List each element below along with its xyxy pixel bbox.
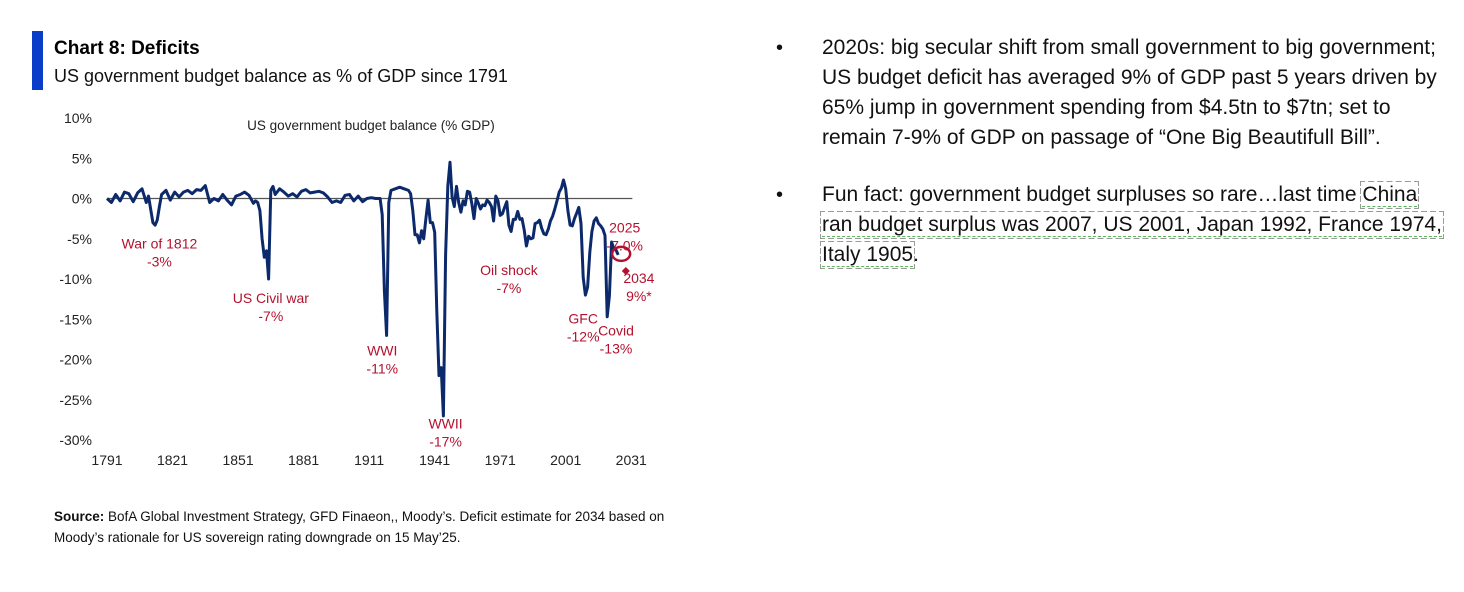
x-tick-label: 1941 [419,452,450,468]
y-tick-label: -15% [59,311,92,327]
commentary-panel: • 2020s: big secular shift from small go… [770,33,1450,297]
x-tick-label: 1971 [485,452,516,468]
event-annotation: 2025 -7.0% [606,219,643,253]
x-tick-label: 1821 [157,452,188,468]
annotation-line: Oil shock [480,262,539,278]
source-label: Source: [54,509,105,524]
event-annotation: US Civil war -7% [233,290,310,324]
y-tick-label: -20% [59,352,92,368]
y-tick-label: 10% [64,110,92,126]
annotation-line: Covid [598,322,634,338]
chart-subtitle: US government budget balance as % of GDP… [54,66,508,86]
event-annotation: WWII -17% [428,416,462,450]
x-tick-label: 1851 [222,452,253,468]
bullet-text-tail: . [913,243,919,266]
projection-marker-2034 [621,266,630,275]
y-tick-label: -10% [59,271,92,287]
annotation-line: -7% [496,280,521,296]
y-tick-label: 0% [72,191,92,207]
bullet-text-lead: Fun fact: government budget surpluses so… [822,183,1363,206]
series-line [105,160,620,418]
x-tick-label: 2031 [616,452,647,468]
title-accent-bar [32,31,43,90]
annotation-line: -11% [366,360,398,376]
y-tick-label: -30% [59,432,92,448]
x-tick-label: 2001 [550,452,581,468]
annotation-line: 9%* [626,288,652,304]
event-annotation: GFC -12% [567,310,600,344]
bullet-text: 2020s: big secular shift from small gove… [822,36,1437,149]
annotation-line: 2034 [623,270,654,286]
bullet-item: • 2020s: big secular shift from small go… [770,33,1450,153]
event-annotation: Covid -13% [598,322,634,356]
annotation-line: US Civil war [233,290,310,306]
x-tick-label: 1911 [354,452,384,468]
source-note: Source: BofA Global Investment Strategy,… [54,506,714,548]
bullet-dot-icon: • [776,184,784,206]
annotation-line: WWII [428,416,462,432]
highlighted-text: China ran budget surplus was 2007, US 20… [820,181,1444,269]
chart-title: Chart 8: Deficits [54,38,200,59]
y-tick-label: -25% [59,392,92,408]
bullet-dot-icon: • [776,37,784,59]
annotation-line: -7.0% [606,237,643,253]
annotation-line: -3% [147,253,172,269]
source-text: BofA Global Investment Strategy, GFD Fin… [54,509,665,545]
annotation-line: -7% [258,308,283,324]
event-annotation: 2034 9%* [623,270,654,304]
annotation-line: -12% [567,328,600,344]
annotation-line: -13% [600,340,633,356]
bullet-item: • Fun fact: government budget surpluses … [770,180,1450,270]
annotation-line: WWI [367,342,397,358]
y-tick-label: -5% [67,231,92,247]
event-annotation: WWI -11% [366,342,398,376]
chart-panel: Chart 8: Deficits US government budget b… [32,31,714,548]
event-annotation: War of 1812 -3% [122,235,198,269]
annotation-line: 2025 [609,219,640,235]
annotation-line: -17% [429,434,462,450]
deficit-line-chart: US government budget balance (% GDP) 10% 5… [59,110,654,468]
highlight-circle-2025 [610,245,632,263]
x-tick-label: 1791 [91,452,122,468]
annotation-line: War of 1812 [122,235,198,251]
x-tick-label: 1881 [288,452,319,468]
annotation-line: GFC [568,310,598,326]
event-annotation: Oil shock -7% [480,262,539,296]
y-tick-label: 5% [72,150,92,166]
inner-chart-title: US government budget balance (% GDP) [247,118,495,133]
